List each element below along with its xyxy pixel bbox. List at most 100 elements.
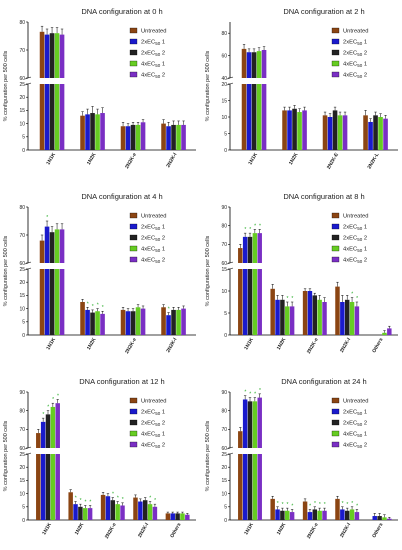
legend-label: Untreated xyxy=(343,399,368,405)
bar xyxy=(252,454,258,520)
bar xyxy=(176,309,181,335)
bar xyxy=(78,506,83,520)
y-tick-label: 25 xyxy=(19,82,25,88)
y-tick-label: 80 xyxy=(221,408,227,414)
bar xyxy=(270,498,275,520)
bar xyxy=(246,52,252,78)
y-tick-label: 15 xyxy=(221,267,227,273)
bar xyxy=(55,403,60,448)
legend-label: 4xEC50 1 xyxy=(343,62,367,69)
legend-label: 4xEC50 2 xyxy=(343,258,367,265)
bar xyxy=(166,126,171,150)
y-tick-label: 20 xyxy=(19,465,25,471)
significance-marker: * xyxy=(87,301,89,307)
legend-swatch xyxy=(129,234,138,241)
significance-marker: * xyxy=(52,397,54,403)
bar xyxy=(59,84,65,150)
bar xyxy=(181,308,186,335)
bar xyxy=(285,510,290,520)
legend-swatch xyxy=(331,256,340,263)
bar xyxy=(372,516,377,520)
bar xyxy=(344,299,350,335)
bar xyxy=(161,307,166,335)
bar xyxy=(256,51,262,78)
bar xyxy=(161,123,166,150)
y-tick-label: 15 xyxy=(221,478,227,484)
y-tick-label: 20 xyxy=(19,280,25,286)
bar xyxy=(170,513,175,520)
chart-title: DNA configuration at 24 h xyxy=(281,377,366,386)
x-tick-label: 1N2K xyxy=(74,522,86,536)
legend-swatch xyxy=(331,27,340,34)
legend-label: 2xEC50 2 xyxy=(343,236,367,243)
legend-swatch xyxy=(129,212,138,219)
bar xyxy=(257,454,262,520)
legend-label: 4xEC50 1 xyxy=(141,432,165,439)
bar xyxy=(39,31,45,78)
bar xyxy=(256,84,262,150)
y-tick-label: 10 xyxy=(221,491,227,497)
bar xyxy=(152,506,158,520)
x-tick-label: 1N2K xyxy=(276,337,288,351)
bar xyxy=(289,512,295,520)
x-tick-label: 1N1K xyxy=(243,337,255,351)
x-tick-label: 1N2K xyxy=(276,522,288,536)
y-tick-label: 90 xyxy=(19,390,25,396)
bar xyxy=(285,306,290,335)
bar xyxy=(387,328,392,335)
bar xyxy=(344,510,350,520)
y-tick-label: 20 xyxy=(221,82,227,88)
legend-label: 2xEC50 1 xyxy=(141,40,165,47)
bar xyxy=(54,269,60,335)
bar xyxy=(54,84,60,150)
significance-marker: * xyxy=(122,497,124,503)
significance-marker: * xyxy=(286,502,288,508)
legend-swatch xyxy=(331,245,340,252)
bar xyxy=(297,112,302,150)
y-axis-label: % configuration per 500 cells xyxy=(3,420,9,491)
bar xyxy=(49,269,55,335)
legend-swatch xyxy=(129,441,138,448)
bar xyxy=(257,397,262,448)
bar xyxy=(252,233,258,263)
bar xyxy=(39,269,45,335)
bar xyxy=(292,108,297,150)
x-tick-label: 1N2K xyxy=(86,337,98,351)
bar xyxy=(387,518,392,520)
significance-marker: * xyxy=(319,502,321,508)
bar xyxy=(142,500,148,520)
bar xyxy=(302,110,307,150)
bar xyxy=(332,110,338,150)
bar xyxy=(44,84,50,150)
bar xyxy=(307,291,313,335)
legend-label: Untreated xyxy=(141,29,166,35)
bar xyxy=(251,84,257,150)
significance-marker: * xyxy=(97,303,99,309)
bar xyxy=(289,306,295,335)
bar xyxy=(100,494,106,520)
bar xyxy=(383,118,388,150)
bar xyxy=(50,454,56,520)
y-tick-label: 80 xyxy=(221,31,227,37)
bar xyxy=(90,113,95,150)
bar xyxy=(270,288,275,335)
significance-marker: * xyxy=(277,501,279,507)
bar xyxy=(40,454,46,520)
y-tick-label: 10 xyxy=(221,115,227,121)
significance-marker: * xyxy=(89,499,91,505)
significance-marker: * xyxy=(57,393,59,399)
bar xyxy=(130,311,136,335)
bar xyxy=(130,124,136,150)
bar xyxy=(44,34,50,78)
y-tick-label: 25 xyxy=(19,267,25,273)
x-tick-label: 2N2K-e xyxy=(104,522,118,540)
legend-swatch xyxy=(129,49,138,56)
y-tick-label: 10 xyxy=(19,306,25,312)
bar xyxy=(363,115,368,150)
bar xyxy=(100,113,105,150)
y-axis-label: % configuration per 500 cells xyxy=(3,50,9,121)
bar xyxy=(36,454,41,520)
x-tick-label: Others xyxy=(169,522,182,539)
y-tick-label: 5 xyxy=(224,131,227,137)
y-tick-label: 80 xyxy=(19,20,25,26)
